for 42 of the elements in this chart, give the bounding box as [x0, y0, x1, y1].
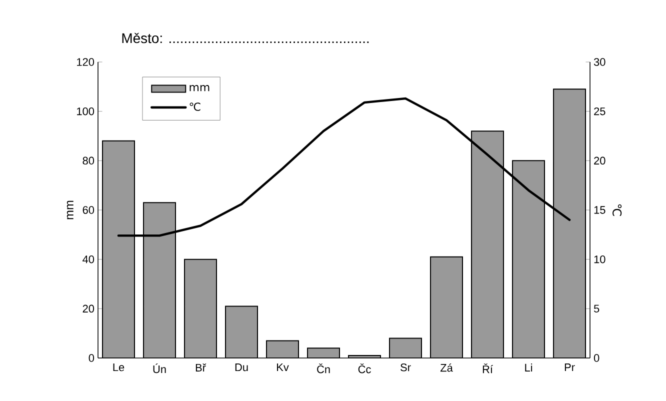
x-tick-label: Le [113, 364, 124, 372]
x-tick-label: Čc [358, 364, 371, 374]
bar [471, 130, 504, 358]
bar [225, 306, 258, 358]
legend-label: ℃ [190, 102, 200, 111]
y2-tick-label: 10 [594, 255, 606, 264]
bar [184, 258, 217, 358]
y-tick-label: 120 [77, 58, 94, 66]
bar [553, 88, 586, 358]
x-tick-label: Ří [482, 364, 493, 374]
bar [430, 256, 463, 358]
bar [143, 202, 176, 358]
bar [266, 340, 299, 358]
x-tick-label: Čn [317, 364, 330, 374]
bar [512, 160, 545, 358]
y2-tick-label: 0 [594, 354, 600, 362]
y-tick-label: 80 [82, 156, 94, 165]
chart-title: Město: .................................................... [122, 32, 369, 44]
y-tick-label: 0 [88, 354, 94, 362]
line-series [117, 97, 571, 237]
y2-axis-title: ℃ [612, 204, 622, 216]
x-tick-label: Kv [277, 364, 289, 372]
y-tick-label: 40 [82, 255, 94, 264]
y2-tick-label: 30 [594, 58, 606, 66]
y2-tick-label: 5 [594, 304, 600, 312]
x-tick-label: Ún [153, 364, 166, 374]
y-tick-label: 60 [82, 206, 94, 214]
y2-tick-label: 20 [594, 156, 606, 165]
bar [389, 338, 422, 358]
x-tick-label: Du [235, 364, 248, 372]
y2-tick-label: 25 [594, 107, 606, 116]
x-tick-label: Zá [440, 364, 453, 372]
x-tick-label: Li [525, 364, 532, 372]
x-tick-label: Sr [400, 364, 411, 372]
y-tick-label: 100 [77, 107, 94, 116]
x-tick-label: Pr [564, 364, 575, 372]
legend-label: mm [190, 84, 210, 92]
y-axis-title: mm [66, 200, 74, 220]
bar [102, 140, 135, 358]
x-tick-label: Bř [196, 364, 206, 372]
y2-tick-label: 15 [594, 206, 606, 214]
y-tick-label: 20 [82, 304, 94, 313]
